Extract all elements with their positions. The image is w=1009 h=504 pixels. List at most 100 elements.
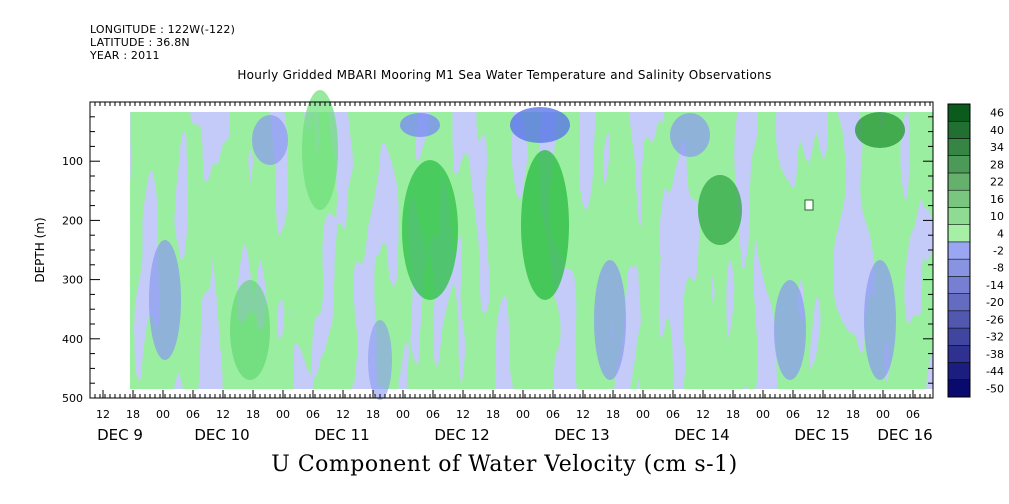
colorbar-swatch — [947, 189, 971, 208]
x-tick-label: 00 — [876, 408, 890, 421]
field-feature — [400, 113, 440, 137]
x-tick-label: 18 — [486, 408, 500, 421]
x-tick-label: 00 — [276, 408, 290, 421]
x-date-label: DEC 13 — [554, 426, 609, 444]
longitude-label: LONGITUDE : 122W(-122) — [90, 23, 236, 36]
colorbar-label: 10 — [990, 210, 1004, 223]
latitude-label: LATITUDE : 36.8N — [90, 36, 190, 49]
y-tick-label: 300 — [62, 274, 83, 287]
colorbar-label: 28 — [990, 158, 1004, 171]
colorbar-swatch — [947, 155, 971, 174]
x-axis: 12 18 00 06 12 18 00 06 12 18 00 06 12 18 00 06 12 18 00 06… — [89, 102, 933, 444]
colorbar-swatch — [947, 327, 971, 346]
x-tick-label: 18 — [366, 408, 380, 421]
x-tick-label: 00 — [396, 408, 410, 421]
field-feature — [230, 280, 270, 380]
x-tick-label: 18 — [606, 408, 620, 421]
x-tick-label: 06 — [666, 408, 680, 421]
colorbar-swatch — [947, 120, 971, 139]
colorbar-label: -14 — [986, 279, 1004, 292]
chart-title: Hourly Gridded MBARI Mooring M1 Sea Wate… — [237, 68, 772, 82]
x-tick-label: 12 — [96, 408, 110, 421]
field-feature — [864, 260, 896, 380]
x-tick-label: 06 — [306, 408, 320, 421]
colorbar-swatch — [947, 241, 971, 260]
chart-caption: U Component of Water Velocity (cm s-1) — [271, 452, 738, 477]
x-tick-label: 18 — [726, 408, 740, 421]
x-tick-label: 12 — [216, 408, 230, 421]
x-tick-label: 12 — [576, 408, 590, 421]
colorbar-swatch — [947, 258, 971, 277]
colorbar-swatch — [947, 224, 971, 243]
x-tick-label: 06 — [426, 408, 440, 421]
x-date-label: DEC 9 — [97, 426, 143, 444]
x-tick-label: 06 — [546, 408, 560, 421]
colorbar-label: 34 — [990, 141, 1004, 154]
x-tick-label: 00 — [516, 408, 530, 421]
field-feature — [252, 115, 288, 165]
colorbar-swatch — [947, 276, 971, 294]
field-feature — [594, 260, 626, 380]
colorbar-label: 40 — [990, 124, 1004, 137]
colorbar-frame — [947, 103, 971, 398]
colorbar-swatch — [947, 293, 971, 312]
colorbar-label: -32 — [986, 331, 1004, 344]
colorbar-swatch — [947, 310, 971, 329]
y-tick-label: 200 — [62, 214, 83, 227]
colorbar-swatch — [947, 172, 971, 191]
field-feature — [302, 90, 338, 210]
colorbar-swatch — [947, 362, 971, 381]
x-tick-label: 12 — [696, 408, 710, 421]
field-features — [149, 90, 905, 400]
colorbar-label: -26 — [986, 313, 1004, 326]
colorbar-swatch — [947, 207, 971, 225]
colorbar-label: 4 — [997, 227, 1004, 240]
field-feature — [774, 280, 806, 380]
field-feature — [698, 175, 742, 245]
colorbar-label: 22 — [990, 176, 1004, 189]
field-feature — [368, 320, 392, 400]
x-tick-label: 12 — [816, 408, 830, 421]
colorbar-label: -2 — [993, 245, 1004, 258]
x-tick-label: 12 — [336, 408, 350, 421]
x-tick-label: 06 — [786, 408, 800, 421]
x-tick-label: 06 — [906, 408, 920, 421]
y-tick-label: 100 — [62, 155, 83, 168]
x-tick-label: 18 — [126, 408, 140, 421]
y-axis-label: DEPTH (m) — [33, 217, 47, 282]
field-feature — [855, 112, 905, 148]
year-label: YEAR : 2011 — [90, 49, 160, 62]
missing-data-cell — [804, 199, 814, 211]
colorbar-label: -44 — [986, 365, 1004, 378]
colorbar-label: -38 — [986, 348, 1004, 361]
colorbar-swatch — [947, 379, 971, 398]
colorbar-swatch — [947, 103, 971, 122]
x-date-label: DEC 12 — [434, 426, 489, 444]
colorbar-label: -20 — [986, 296, 1004, 309]
field-feature — [521, 150, 569, 300]
x-tick-label: 00 — [756, 408, 770, 421]
field-feature — [402, 160, 458, 300]
x-tick-label: 12 — [456, 408, 470, 421]
x-tick-label: 18 — [846, 408, 860, 421]
colorbar: 46 40 34 28 22 16 10 4 -2 -8 -14 -20 -26 -32 -38 -44 -50 — [947, 103, 1004, 398]
x-tick-label: 00 — [156, 408, 170, 421]
y-tick-label: 400 — [62, 333, 83, 346]
colorbar-swatch — [947, 138, 971, 156]
colorbar-label: 16 — [990, 193, 1004, 206]
colorbar-label: -8 — [993, 262, 1004, 275]
x-date-label: DEC 11 — [314, 426, 369, 444]
colorbar-swatch — [947, 345, 971, 363]
colorbar-label: -50 — [986, 382, 1004, 395]
x-date-label: DEC 10 — [194, 426, 249, 444]
y-tick-label: 500 — [62, 392, 83, 405]
x-tick-label: 06 — [186, 408, 200, 421]
x-date-label: DEC 14 — [674, 426, 729, 444]
field-feature — [670, 113, 710, 157]
x-date-label: DEC 16 — [877, 426, 932, 444]
y-axis: 100 200 300 400 500 — [62, 101, 933, 405]
x-tick-label: 00 — [636, 408, 650, 421]
colorbar-label: 46 — [990, 107, 1004, 120]
